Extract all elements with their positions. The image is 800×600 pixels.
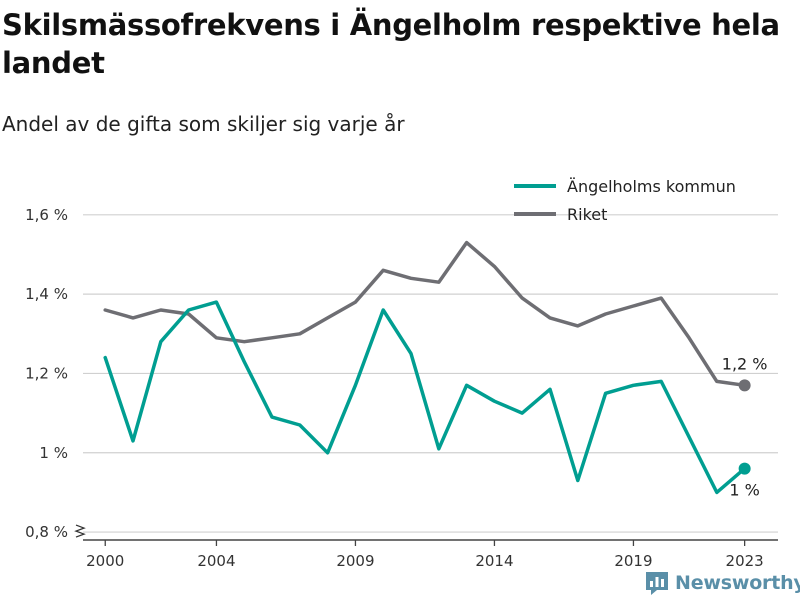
brand-name: Newsworthy	[675, 572, 800, 594]
series-end-point	[738, 462, 751, 475]
axes: 0,8 % 1 % 1,2 % 1,4 % 1,6 % 2000 2004 2009 2014 2…	[25, 206, 778, 570]
y-tick-label: 1 %	[39, 444, 68, 462]
newsworthy-brand[interactable]: Newsworthy	[645, 568, 800, 598]
series-end-point	[738, 379, 751, 392]
legend: Ängelholms kommun Riket	[514, 177, 736, 224]
x-tick-label: 2004	[197, 552, 235, 570]
x-tick-label: 2000	[86, 552, 124, 570]
y-tick-label: 0,8 %	[25, 523, 68, 541]
series-lines	[103, 240, 751, 495]
chart-title: Skilsmässofrekvens i Ängelholm respektiv…	[2, 8, 780, 80]
series-line-riket	[103, 240, 747, 388]
newsworthy-logo-icon	[646, 572, 668, 595]
legend-label: Ängelholms kommun	[567, 177, 736, 196]
end-labels: 1 % 1,2 %	[722, 354, 768, 499]
y-tick-label: 1,4 %	[25, 285, 68, 303]
legend-label: Riket	[567, 205, 607, 224]
axis-break-icon	[74, 524, 86, 538]
end-label-riket: 1,2 %	[722, 354, 768, 373]
y-tick-label: 1,2 %	[25, 364, 68, 382]
x-tick-label: 2009	[336, 552, 374, 570]
series-line-angelholm	[103, 300, 747, 495]
chart-subtitle: Andel av de gifta som skiljer sig varje …	[2, 112, 405, 136]
x-tick-label: 2023	[726, 552, 764, 570]
y-tick-label: 1,6 %	[25, 206, 68, 224]
grid-lines	[83, 214, 778, 533]
x-tick-label: 2019	[614, 552, 652, 570]
x-tick-label: 2014	[475, 552, 513, 570]
end-label-angelholm: 1 %	[729, 481, 759, 500]
